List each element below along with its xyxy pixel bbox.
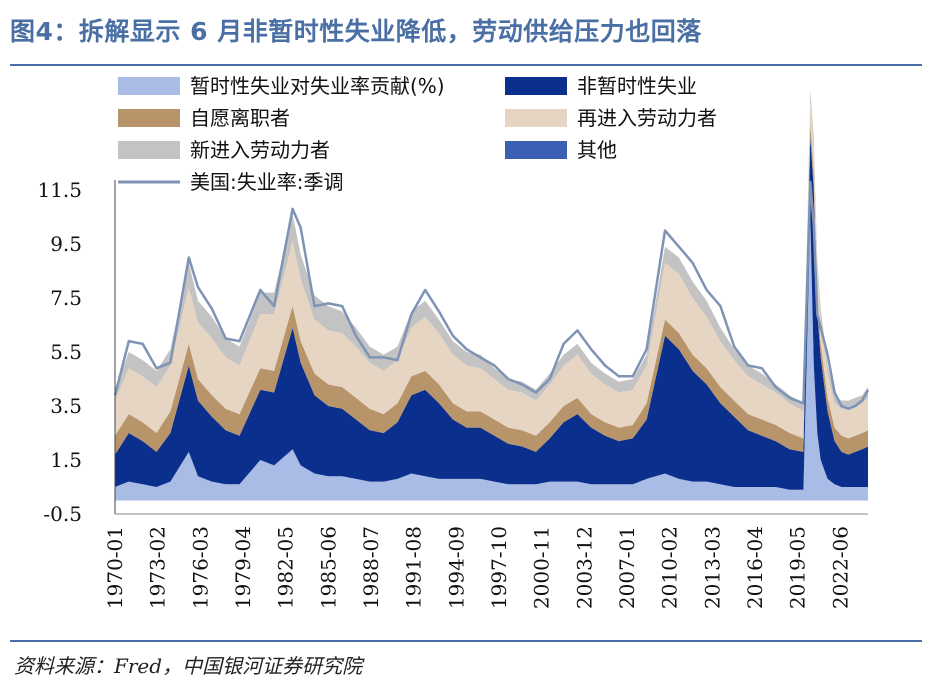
legend-swatch-other — [505, 141, 567, 159]
x-tick-label: 1973-02 — [146, 526, 170, 609]
series-areas — [115, 90, 868, 501]
y-tick-label: 11.5 — [37, 178, 82, 202]
x-tick-label: 2000-11 — [530, 526, 554, 609]
legend-label-unemployment_line: 美国:失业率:季调 — [190, 170, 343, 194]
legend-label-reentrants: 再进入劳动力者 — [577, 106, 717, 130]
x-tick-label: 2022-06 — [828, 526, 852, 609]
y-tick-label: 9.5 — [50, 232, 82, 256]
x-tick-label: 1970-01 — [103, 526, 127, 609]
figure-title: 图4：拆解显示 6 月非暂时性失业降低，劳动供给压力也回落 — [10, 17, 702, 46]
legend-label-temporary: 暂时性失业对失业率贡献(%) — [190, 74, 445, 98]
source-note: 资料来源：Fred，中国银河证券研究院 — [14, 654, 363, 678]
legend-label-leavers: 自愿离职者 — [190, 106, 290, 130]
source-rule — [10, 640, 922, 642]
y-tick-label: -0.5 — [43, 502, 82, 526]
axes: 11.5 9.5 7.5 5.5 3.5 1.5 -0.5 1970-01 1973-02 197… — [37, 178, 868, 609]
title-rule — [10, 64, 922, 66]
y-tick-label: 3.5 — [50, 394, 82, 418]
x-tick-label: 1982-05 — [274, 526, 298, 609]
area-permanent — [115, 136, 868, 490]
x-tick-label: 1985-06 — [316, 526, 340, 609]
x-tick-label: 2007-01 — [615, 526, 639, 609]
x-tick-label: 2016-04 — [743, 526, 767, 609]
y-tick-label: 5.5 — [50, 340, 82, 364]
x-tick-label: 1976-03 — [188, 526, 212, 609]
x-tick-label: 1991-08 — [402, 526, 426, 609]
unemployment-rate-line — [113, 180, 870, 410]
y-tick-label: 7.5 — [50, 286, 82, 310]
legend-swatch-reentrants — [505, 109, 567, 127]
unemployment-line-layer — [113, 180, 870, 410]
legend-label-other: 其他 — [577, 138, 617, 162]
x-tick-label: 2019-05 — [786, 526, 810, 609]
legend-swatch-new_entrants — [118, 141, 180, 159]
x-tick-label: 1997-10 — [487, 526, 511, 609]
legend-swatch-permanent — [505, 77, 567, 95]
legend-label-new_entrants: 新进入劳动力者 — [190, 138, 330, 162]
x-tick-label: 1994-09 — [444, 526, 468, 609]
x-tick-label: 2003-12 — [572, 526, 596, 609]
legend-swatch-temporary — [118, 77, 180, 95]
legend-label-permanent: 非暂时性失业 — [577, 74, 697, 98]
y-tick-label: 1.5 — [50, 448, 82, 472]
x-tick-label: 1979-04 — [231, 526, 255, 609]
area-temporary — [115, 217, 868, 501]
x-tick-label: 2013-03 — [700, 526, 724, 609]
legend-swatch-leavers — [118, 109, 180, 127]
x-tick-label: 2010-02 — [658, 526, 682, 609]
x-tick-label: 1988-07 — [359, 526, 383, 609]
